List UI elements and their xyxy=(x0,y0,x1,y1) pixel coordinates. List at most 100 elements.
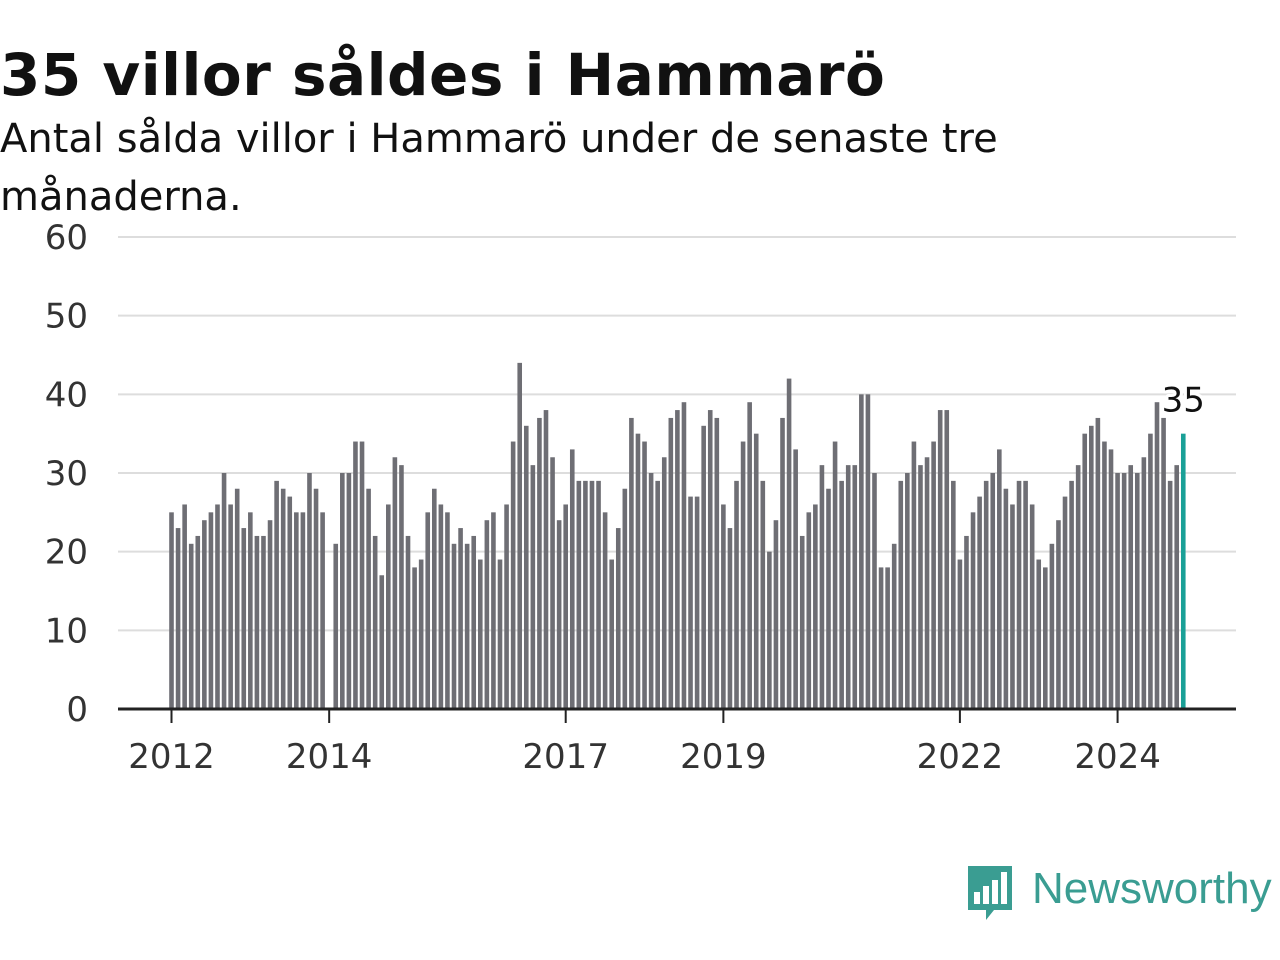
bar xyxy=(655,480,660,709)
bar xyxy=(405,535,411,709)
bar xyxy=(1003,488,1009,709)
bar xyxy=(767,551,772,709)
x-tick-label: 2024 xyxy=(1074,737,1161,777)
bar xyxy=(859,394,864,709)
bar xyxy=(918,465,923,709)
bar xyxy=(333,543,339,709)
bar xyxy=(1062,496,1068,709)
bar xyxy=(1128,465,1134,709)
newsworthy-logo-text: Newsworthy xyxy=(1032,864,1272,913)
bar xyxy=(412,567,417,709)
highlight-value-label: 35 xyxy=(1162,381,1205,421)
bar xyxy=(826,488,831,709)
bar xyxy=(937,410,943,709)
bar xyxy=(464,543,470,709)
bar xyxy=(399,465,404,709)
bar xyxy=(707,410,713,709)
bar xyxy=(576,480,582,709)
bar xyxy=(1161,417,1166,709)
newsworthy-logo-icon xyxy=(968,866,1012,920)
y-tick-label: 0 xyxy=(66,690,88,730)
bar xyxy=(1023,480,1028,709)
bar xyxy=(760,480,766,709)
bar xyxy=(832,441,838,709)
bar xyxy=(1075,465,1081,709)
bar xyxy=(340,473,345,709)
bar xyxy=(970,512,976,709)
bar xyxy=(386,504,391,709)
bar xyxy=(294,512,299,709)
bar xyxy=(523,425,529,709)
x-tick-label: 2022 xyxy=(917,737,1004,777)
bar xyxy=(983,480,989,709)
bar xyxy=(280,488,286,709)
bar xyxy=(668,417,674,709)
bar xyxy=(169,512,174,709)
bar xyxy=(694,496,700,709)
bar xyxy=(1108,449,1114,709)
bar xyxy=(1056,520,1061,709)
bar xyxy=(418,559,424,709)
bar xyxy=(504,504,509,709)
y-tick-label: 60 xyxy=(45,218,88,258)
bar xyxy=(885,567,890,709)
bar xyxy=(353,441,358,709)
bar xyxy=(202,520,207,709)
bar xyxy=(510,441,516,709)
bar xyxy=(747,402,752,709)
x-tick-label: 2019 xyxy=(680,737,767,777)
bar xyxy=(550,457,555,709)
bar xyxy=(530,465,536,709)
bar xyxy=(1102,441,1107,709)
bar xyxy=(1036,559,1042,709)
bar xyxy=(872,473,877,709)
bar xyxy=(661,457,667,709)
bar xyxy=(799,535,805,709)
newsworthy-logo[interactable]: Newsworthy xyxy=(964,862,1280,928)
bar xyxy=(1148,433,1153,709)
bar xyxy=(221,473,227,709)
bar xyxy=(267,520,273,709)
bar xyxy=(248,512,253,709)
bar xyxy=(951,480,956,709)
bar xyxy=(931,441,936,709)
bar xyxy=(891,543,897,709)
bar xyxy=(1029,504,1035,709)
bar xyxy=(477,559,483,709)
bar xyxy=(445,512,450,709)
bar xyxy=(1010,504,1015,709)
bar xyxy=(234,488,240,709)
bar xyxy=(1043,567,1048,709)
bar xyxy=(648,473,654,709)
bar xyxy=(944,410,950,709)
bar xyxy=(307,473,312,709)
bar xyxy=(997,449,1002,709)
bar xyxy=(734,480,739,709)
bar xyxy=(182,504,187,709)
bar xyxy=(195,535,201,709)
bar xyxy=(721,504,726,709)
bar xyxy=(806,512,812,709)
bar xyxy=(261,535,266,709)
bar xyxy=(845,465,851,709)
bar xyxy=(727,528,733,709)
y-tick-label: 40 xyxy=(45,375,88,415)
y-tick-label: 30 xyxy=(45,454,88,494)
bar xyxy=(1121,473,1127,709)
bar xyxy=(1141,457,1147,709)
bar xyxy=(1082,433,1088,709)
bar xyxy=(563,504,568,709)
bar xyxy=(458,528,463,709)
chart-title: 35 villor såldes i Hammarö xyxy=(0,41,886,109)
bar xyxy=(517,362,523,709)
bar xyxy=(786,378,792,709)
bar xyxy=(1089,425,1094,709)
bar xyxy=(537,417,542,709)
bar xyxy=(556,520,562,709)
chart-subtitle: Antal sålda villor i Hammarö under de se… xyxy=(0,116,998,220)
bar xyxy=(602,512,608,709)
bar xyxy=(1174,465,1180,709)
bar xyxy=(740,441,746,709)
bar xyxy=(819,465,825,709)
